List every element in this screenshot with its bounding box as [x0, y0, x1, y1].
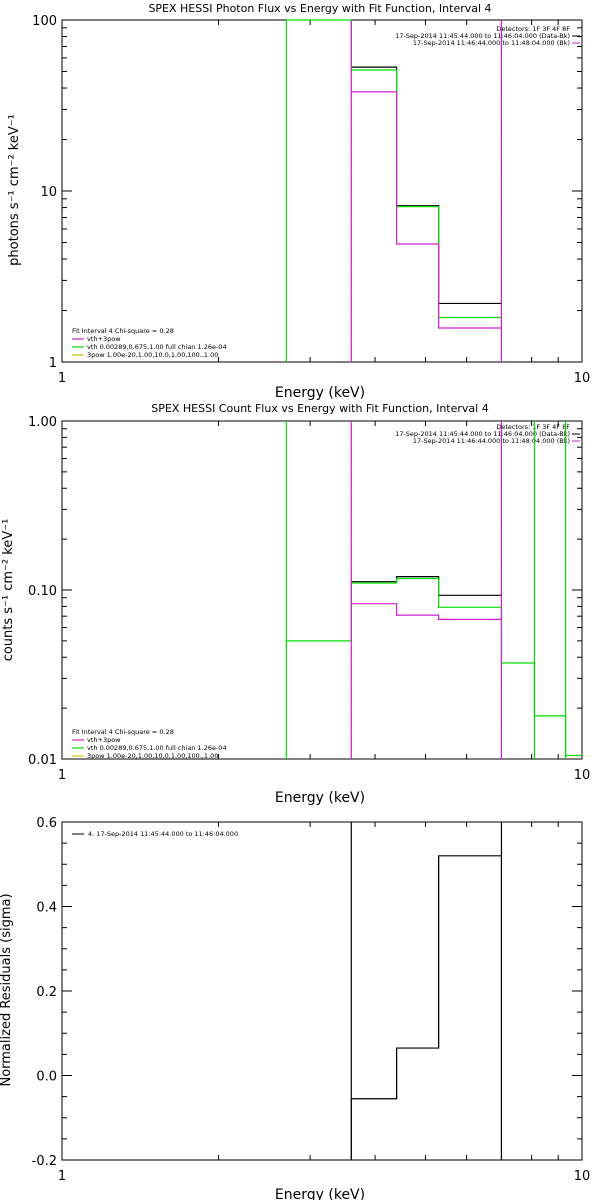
count-flux-xtick-label: 1	[58, 768, 66, 783]
photon-flux-series-0-step	[351, 66, 502, 305]
residuals-ylabel: Normalized Residuals (sigma)	[0, 893, 14, 1086]
count-legend-bk-interval: 17-Sep-2014 11:46:44.000 to 11:48:04.000…	[413, 437, 570, 445]
count-legend-entry-vth: vth 0.00289,0.675,1.00 full chian 1.26e-…	[87, 744, 227, 752]
count-legend-data-interval: 17-Sep-2014 11:45:44.000 to 11:46:04.000…	[395, 430, 570, 438]
residuals-panel: Normalized Residuals (sigma) Energy (keV…	[0, 830, 365, 1200]
photon-flux-ytick-label: 100	[32, 14, 57, 29]
count-flux-series-2-step	[351, 603, 502, 620]
photon-flux-ytick-label: 10	[40, 185, 57, 200]
count-flux-title: SPEX HESSI Count Flux vs Energy with Fit…	[151, 402, 488, 415]
count-flux-series-1-step	[286, 577, 582, 757]
count-legend-detectors: Detectors: 1F 3F 4F 8F	[496, 423, 570, 431]
photon-flux-series-2-step	[351, 91, 502, 329]
count-legend-header: Fit Interval 4 Chi-square = 0.28	[72, 728, 174, 736]
residuals-ytick-label: 0.0	[36, 1070, 57, 1085]
count-legend-entry-vth3pow: vth+3pow	[87, 736, 121, 744]
residuals-series-0-step	[351, 855, 502, 1100]
count-flux-ytick-label: 0.10	[28, 584, 57, 599]
residuals-ytick-label: 0.4	[36, 901, 57, 916]
photon-flux-xtick-label: 10	[574, 371, 591, 386]
photon-flux-ytick-label: 1	[49, 356, 57, 371]
count-flux-ylabel: counts s⁻¹ cm⁻² keV⁻¹	[1, 519, 16, 662]
photon-legend-entry-vth: vth 0.00289,0.675,1.00 full chian 1.26e-…	[87, 343, 227, 351]
count-flux-panel: SPEX HESSI Count Flux vs Energy with Fit…	[1, 402, 570, 806]
photon-legend-bk-interval: 17-Sep-2014 11:46:44.000 to 11:48:04.000…	[413, 39, 570, 47]
residuals-ytick-label: 0.2	[36, 985, 57, 1000]
photon-legend-entry-3pow: 3pow 1.00e-20,1.00,10.0,1.00,100.,1.00	[87, 351, 218, 359]
photon-flux-xlabel: Energy (keV)	[275, 385, 365, 401]
count-flux-legend-left: Fit Interval 4 Chi-square = 0.28 vth+3po…	[72, 728, 227, 760]
count-flux-xlabel: Energy (keV)	[275, 790, 365, 806]
photon-flux-legend-right: Detectors: 1F 3F 4F 8F 17-Sep-2014 11:45…	[395, 25, 570, 47]
residuals-ytick-label: -0.2	[32, 1154, 57, 1169]
residuals-ytick-label: 0.6	[36, 816, 57, 831]
photon-legend-entry-vth3pow: vth+3pow	[87, 335, 121, 343]
count-flux-legend-right: Detectors: 1F 3F 4F 8F 17-Sep-2014 11:45…	[395, 423, 570, 445]
photon-flux-legend-left: Fit Interval 4 Chi-square = 0.28 vth+3po…	[72, 327, 227, 359]
count-flux-ytick-label: 0.01	[28, 753, 57, 768]
count-flux-xtick-label: 10	[574, 768, 591, 783]
residuals-legend-label: 4. 17-Sep-2014 11:45:44.000 to 11:46:04.…	[88, 830, 238, 838]
photon-flux-panel: SPEX HESSI Photon Flux vs Energy with Fi…	[7, 2, 570, 401]
count-legend-entry-3pow: 3pow 1.00e-20,1.00,10.0,1.00,100.,1.00	[87, 752, 218, 760]
photon-legend-data-interval: 17-Sep-2014 11:45:44.000 to 11:46:04.000…	[395, 32, 570, 40]
photon-legend-detectors: Detectors: 1F 3F 4F 8F	[496, 25, 570, 33]
photon-flux-xtick-label: 1	[58, 371, 66, 386]
count-flux-ytick-label: 1.00	[28, 415, 57, 430]
photon-legend-header: Fit Interval 4 Chi-square = 0.28	[72, 327, 174, 335]
residuals-xtick-label: 1	[58, 1169, 66, 1184]
photon-flux-title: SPEX HESSI Photon Flux vs Energy with Fi…	[148, 2, 491, 15]
residuals-xlabel: Energy (keV)	[275, 1187, 365, 1200]
residuals-xtick-label: 10	[574, 1169, 591, 1184]
photon-flux-ylabel: photons s⁻¹ cm⁻² keV⁻¹	[7, 114, 22, 266]
